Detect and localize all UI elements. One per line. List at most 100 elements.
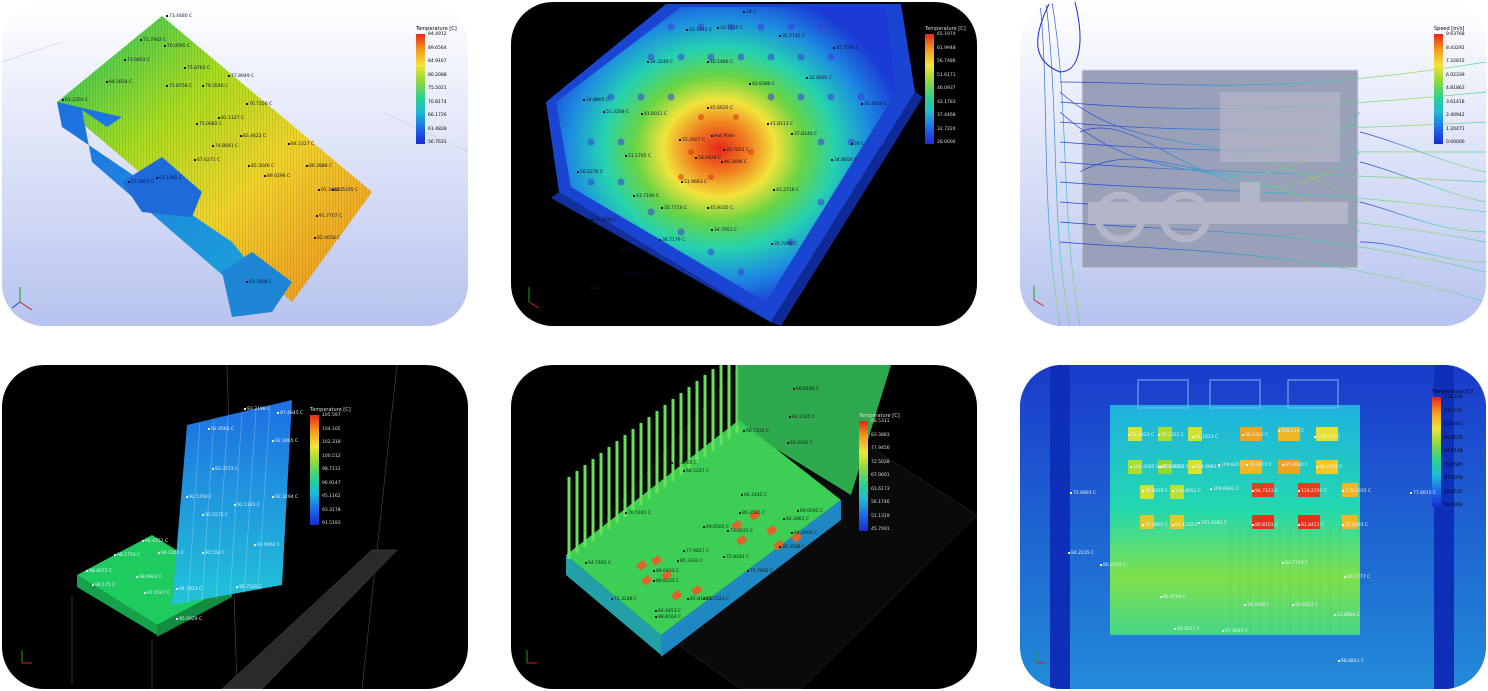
legend-tick-value: 102.318: [322, 440, 341, 445]
heatsink-render: [2, 16, 468, 323]
probe-label: 35.7716 C: [661, 206, 687, 211]
legend-ticks: 88.5311 83.3883 77.9456 72.5028 67.0601 61.61…: [871, 419, 911, 533]
legend-tick-value: 118.226: [1444, 395, 1463, 400]
legend-tick-value: 45.7091: [871, 527, 890, 532]
probe-label: 96.175 C: [92, 583, 115, 588]
probe-label: 76.0095 C: [164, 44, 190, 49]
probe-label: 34.8656 C: [831, 158, 857, 163]
probe-label: 34.8805 C: [583, 98, 609, 103]
legend-tick-value: 8.43292: [1446, 45, 1465, 51]
probe-label: 84.0400 C: [791, 531, 817, 536]
probe-label: 98.1750 C: [114, 553, 140, 558]
legend-tick-value: 66.1726: [428, 113, 447, 118]
probe-label: 96.7520 C: [236, 585, 262, 590]
probe-label: 85.8740 C: [1160, 595, 1186, 600]
legend-title: Temperature [C]: [925, 26, 966, 32]
probe-label: 84.4335 C: [1316, 465, 1342, 470]
probe-label: 28 C: [591, 286, 604, 291]
probe-label: 70.5442 C: [625, 511, 651, 516]
probe-label: 66.7335 C: [743, 429, 769, 434]
cfd-panel-enclosure-temperature: Temperature [C] 118.226 110.575 101.921 93.…: [1020, 365, 1486, 689]
probe-label: 37.8140 C: [791, 132, 817, 137]
probe-label: 85.6451 C: [1292, 603, 1318, 608]
legend-tick-value: 61.9948: [937, 45, 956, 51]
probe-label: 97.4845 C: [277, 411, 303, 416]
probe-label: 82.4658 C: [314, 236, 340, 241]
legend-tick-value: 83.3883: [871, 432, 890, 438]
cfd-panel-heatsink-temperature: Temperature [C] 94.4912 89.6564 84.9167 80.…: [2, 2, 468, 326]
probe-label: 94.7823 C: [176, 587, 202, 592]
cfd-panel-finned-sink-temperature: Temperature [C] 88.5311 83.3883 77.9456 72.…: [511, 365, 977, 689]
legend-title: Temperature [C]: [310, 407, 351, 413]
streamlines: [1039, 2, 1486, 326]
fin-heatsink-render: [21, 365, 398, 689]
legend-tick-value: 93.3178: [322, 507, 341, 513]
probe-label: 74.8841 C: [212, 144, 238, 149]
legend-tick-value: 37.4468: [937, 113, 956, 118]
probe-label: 71.7902 C: [140, 38, 166, 43]
legend-ticks: 9.63768 8.43292 7.22815 6.02339 4.81863 3.614…: [1446, 32, 1486, 146]
probe-label: 34.4405 C: [623, 248, 649, 253]
legend-tick-value: 101.921: [1444, 422, 1463, 427]
legend-tick-value: 61.6173: [871, 486, 890, 492]
probe-label: 77.9817 C: [683, 549, 709, 554]
probe-label: 33.7155 C: [717, 26, 743, 31]
probe-label: 109.825 C: [1218, 463, 1244, 468]
legend-tick-value: 70.8174: [428, 99, 447, 105]
probe-label: 56.2276 C: [577, 170, 603, 175]
probe-label: 96.2342 C: [1242, 433, 1268, 438]
probe-label: 75.8762 C: [184, 66, 210, 71]
probe-label: 116.2193 C: [1298, 489, 1327, 494]
probe-label: 28 C: [851, 142, 864, 147]
cfd-panel-hot-plate-temperature: Temperature [C] 65.1974 61.9948 56.7486 51.…: [511, 2, 977, 326]
probe-label: 73.0401 C: [124, 58, 150, 63]
probe-label: 57.1857 C: [128, 180, 154, 185]
legend-title: Speed [m/s]: [1434, 26, 1465, 32]
probe-label: 75.8758 C: [166, 84, 192, 89]
legend-title: Temperature [C]: [1432, 389, 1473, 395]
probe-label: 82.2861 C: [783, 517, 809, 522]
probe-label: 77.8949 C: [228, 74, 254, 79]
probe-label: 72.8181 C: [723, 555, 749, 560]
probe-label: 69.0095 C: [797, 509, 823, 514]
probe-label: 92.4582 C: [208, 427, 234, 432]
axis-triad-icon: [528, 287, 540, 309]
probe-label: 76.7256 C: [246, 102, 272, 107]
probe-label: 85.8680 C: [1282, 463, 1308, 468]
legend-tick-value: 42.1783: [937, 99, 956, 105]
probe-label: 109.513 C: [1278, 429, 1304, 434]
legend-tick-value: 61.4828: [428, 126, 447, 132]
probe-label: 86.3585 C: [739, 511, 765, 516]
probe-label: 31.7580 C: [833, 46, 859, 51]
probe-label: 67.6271 C: [194, 158, 220, 163]
probe-label: 92.3065 C: [272, 439, 298, 444]
legend-ticks: 94.4912 89.6564 84.9167 80.2088 75.5021 70.81…: [428, 32, 468, 146]
color-scale-bar: [1434, 34, 1443, 144]
legend-tick-value: 77.9456: [871, 446, 890, 451]
probe-label: 77.8915 C: [1410, 491, 1436, 496]
legend-tick-value: 67.3070: [1444, 476, 1463, 481]
probe-label: 80.8101 C: [1252, 523, 1278, 528]
probe-label: 74.7862 C: [747, 569, 773, 574]
legend-tick-value: 51.1319: [871, 513, 890, 519]
probe-label: 84.4453 C: [655, 609, 681, 614]
probe-label: 69.2292 C: [787, 441, 813, 446]
legend-tick-value: 56.1746: [871, 500, 890, 505]
legend-tick-value: 84.9167: [428, 59, 447, 64]
probe-label: 34.7951 C: [711, 228, 737, 233]
probe-label: 97.0547 C: [144, 591, 170, 596]
probe-label: 93.3573 C: [212, 467, 238, 472]
probe-label: 84.6433 C: [653, 569, 679, 574]
probe-label: 84.2235 C: [1068, 551, 1094, 556]
probe-label: 63.1085 C: [156, 176, 182, 181]
legend-tick-value: 2.40942: [1446, 113, 1465, 118]
probe-label: 84.3145 C: [741, 493, 767, 498]
probe-label: 60.1322 C: [1158, 433, 1184, 438]
legend-tick-value: 84.6148: [1444, 449, 1463, 454]
color-scale-bar: [1432, 397, 1441, 507]
probe-label: 63.1808 C: [246, 280, 272, 285]
color-scale-bar: [925, 34, 934, 144]
legend-tick-value: 0.00000: [1446, 140, 1465, 145]
probe-label: 40.1466 C: [707, 60, 733, 65]
probe-label: 93.3198 C: [244, 407, 270, 412]
